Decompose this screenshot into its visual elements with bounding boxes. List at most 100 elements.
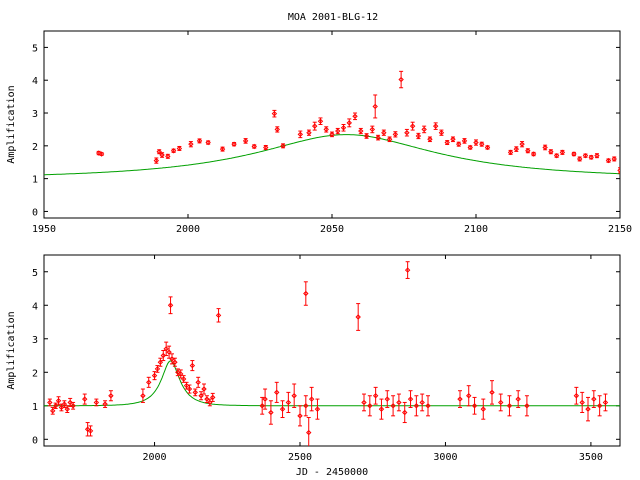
- y-tick-label: 4: [32, 301, 38, 312]
- point-marker: [402, 409, 408, 416]
- point-marker: [195, 379, 201, 386]
- point-marker: [50, 408, 56, 414]
- point-marker: [396, 399, 402, 406]
- data-point: [219, 146, 226, 152]
- point-marker: [170, 148, 177, 154]
- point-marker: [189, 362, 196, 369]
- data-point: [392, 131, 399, 138]
- x-tick-label: 2000: [142, 452, 166, 463]
- data-point: [427, 136, 433, 143]
- point-marker: [367, 403, 373, 409]
- data-point: [271, 109, 278, 118]
- point-marker: [279, 406, 286, 412]
- plot-area: [44, 261, 620, 446]
- y-tick-label: 1: [32, 175, 38, 186]
- point-marker: [571, 151, 577, 157]
- point-marker: [559, 149, 566, 156]
- data-point: [515, 390, 521, 408]
- point-marker: [178, 371, 184, 377]
- point-marker: [84, 426, 91, 432]
- data-point: [306, 417, 312, 446]
- data-point: [198, 391, 204, 401]
- point-marker: [205, 139, 211, 146]
- point-marker: [165, 153, 171, 160]
- point-marker: [192, 389, 198, 396]
- data-point: [361, 393, 367, 412]
- data-point: [312, 121, 318, 131]
- point-marker: [355, 314, 361, 320]
- data-point: [157, 357, 164, 367]
- point-marker: [588, 154, 594, 161]
- data-point: [165, 153, 171, 160]
- data-point: [396, 393, 402, 412]
- point-marker: [413, 403, 420, 409]
- data-point: [386, 136, 393, 143]
- data-point: [513, 146, 520, 152]
- data-point: [519, 141, 525, 148]
- data-point: [352, 112, 358, 121]
- point-marker: [303, 290, 309, 297]
- point-marker: [157, 359, 164, 365]
- point-marker: [308, 396, 315, 402]
- data-point: [585, 396, 591, 422]
- point-marker: [489, 389, 495, 396]
- point-marker: [378, 406, 385, 412]
- x-axis-label: JD - 2450000: [296, 467, 368, 478]
- point-marker: [160, 352, 166, 359]
- data-point: [306, 129, 312, 136]
- data-point: [274, 126, 280, 133]
- y-axis-label: Amplification: [6, 85, 17, 163]
- data-point: [444, 139, 450, 146]
- data-point: [201, 383, 207, 395]
- data-point: [195, 376, 201, 388]
- point-marker: [186, 386, 193, 392]
- point-marker: [153, 157, 160, 164]
- data-point: [82, 393, 88, 405]
- data-point: [480, 398, 486, 420]
- data-point: [108, 390, 114, 402]
- point-marker: [361, 399, 367, 406]
- point-marker: [188, 141, 194, 147]
- point-marker: [274, 126, 280, 133]
- point-marker: [274, 389, 280, 396]
- point-marker: [172, 359, 178, 365]
- data-point: [542, 144, 548, 151]
- point-marker: [314, 406, 321, 412]
- data-point: [409, 121, 416, 131]
- data-point: [507, 149, 514, 156]
- data-point: [579, 391, 585, 413]
- data-point: [189, 360, 196, 372]
- point-marker: [340, 125, 347, 131]
- data-point: [506, 395, 513, 417]
- point-marker: [280, 143, 286, 149]
- data-point: [280, 143, 286, 149]
- point-marker: [166, 349, 172, 355]
- data-point: [84, 422, 91, 437]
- data-point: [61, 400, 68, 408]
- top-panel: 0 1 2 3 4 5 1950 2000 2050 2100 2150 Amplification: [6, 30, 632, 235]
- point-marker: [306, 129, 312, 136]
- point-marker: [335, 128, 341, 134]
- point-marker: [419, 399, 425, 406]
- point-marker: [381, 129, 387, 136]
- data-point: [369, 125, 376, 134]
- y-tick-label: 5: [32, 43, 38, 54]
- data-point: [170, 148, 177, 154]
- point-marker: [525, 148, 531, 154]
- point-marker: [67, 399, 73, 406]
- data-point: [404, 128, 410, 137]
- point-marker: [515, 396, 521, 402]
- y-tick-label: 3: [32, 335, 38, 346]
- data-point: [479, 141, 485, 147]
- data-point: [571, 151, 577, 157]
- point-marker: [427, 136, 433, 142]
- point-marker: [93, 399, 100, 406]
- data-point: [415, 132, 422, 140]
- data-point: [154, 365, 161, 373]
- data-point: [378, 398, 385, 420]
- data-point: [259, 396, 265, 415]
- point-marker: [591, 396, 597, 402]
- point-marker: [312, 123, 318, 129]
- data-point: [159, 152, 165, 158]
